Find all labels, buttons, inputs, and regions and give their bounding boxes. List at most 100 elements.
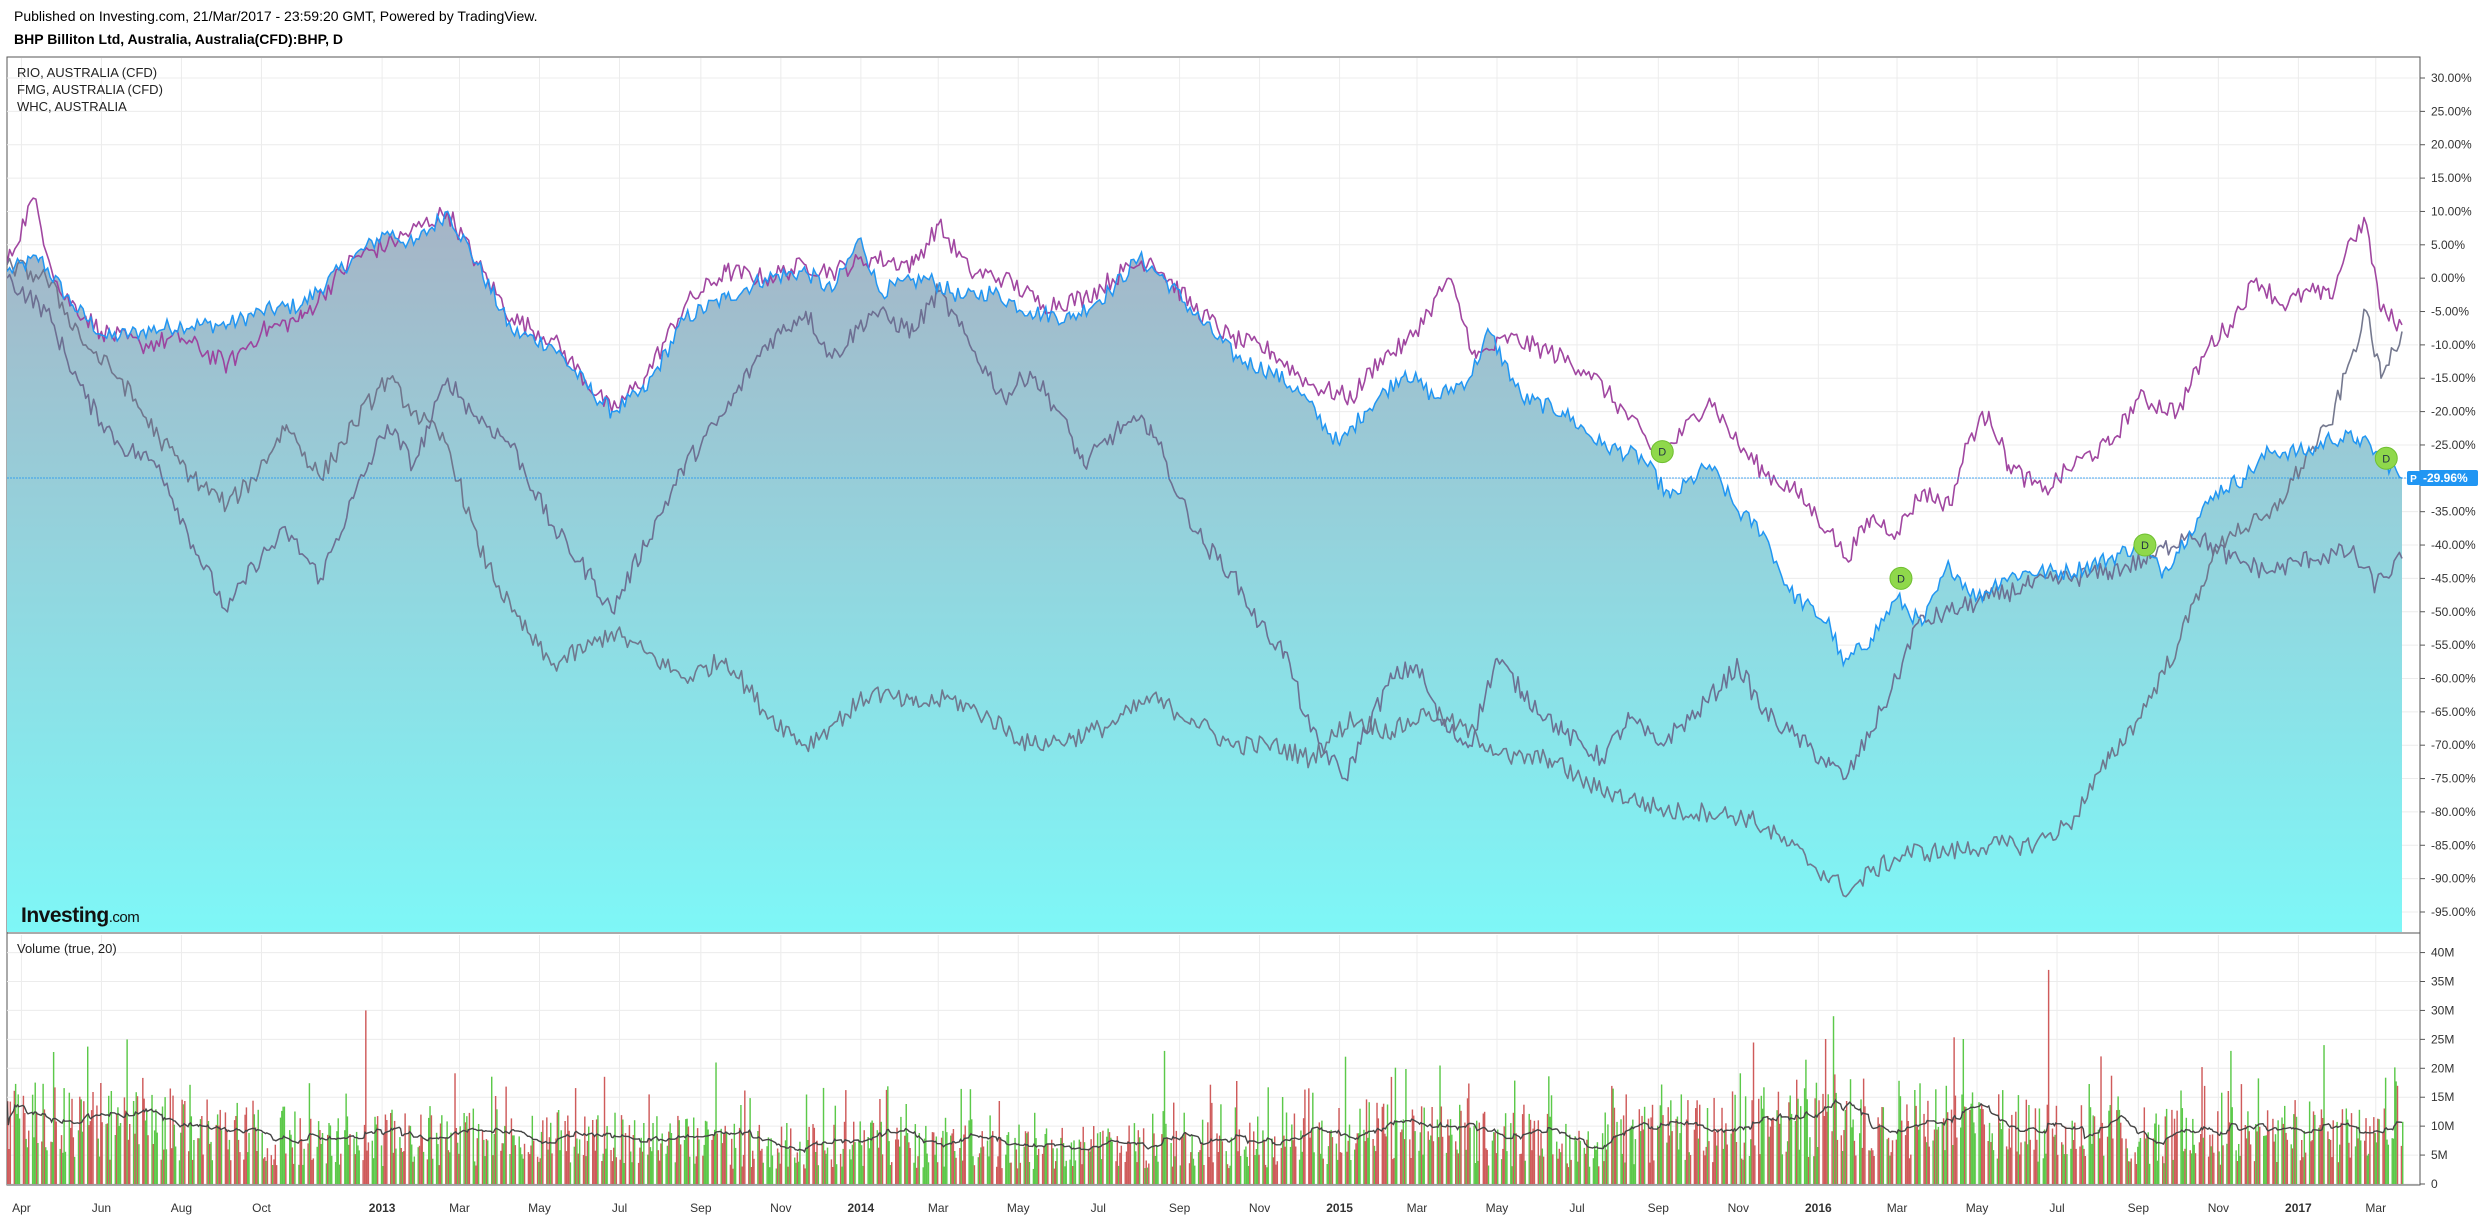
volume-bar (1327, 1146, 1330, 1184)
volume-bar (1089, 1151, 1091, 1184)
volume-bar (1785, 1151, 1787, 1184)
volume-bar (1308, 1088, 1310, 1184)
volume-bar (2202, 1137, 2205, 1184)
volume-bar (853, 1121, 855, 1184)
volume-bar (152, 1144, 155, 1184)
volume-bar (2000, 1129, 2003, 1184)
volume-bar (273, 1159, 275, 1184)
volume-bar (1521, 1114, 1524, 1184)
volume-bar (1789, 1095, 1791, 1184)
volume-bar (63, 1088, 65, 1184)
volume-bar (762, 1162, 764, 1184)
volume-bar (1469, 1127, 1471, 1184)
volume-bar (1162, 1111, 1164, 1184)
volume-bar (1809, 1137, 1811, 1184)
volume-bar (1157, 1161, 1159, 1184)
volume-bar (1318, 1122, 1321, 1184)
volume-bar (2257, 1078, 2260, 1184)
volume-bar (1716, 1145, 1718, 1184)
volume-bar (228, 1139, 231, 1184)
volume-bar (264, 1157, 266, 1184)
volume-bar (1448, 1135, 1450, 1184)
volume-bar (294, 1111, 296, 1184)
volume-bar (2148, 1163, 2151, 1184)
volume-bar (218, 1125, 220, 1184)
fmg-line (7, 273, 2403, 782)
volume-bar (1651, 1104, 1654, 1184)
volume-bar (1302, 1118, 1305, 1184)
volume-bar (767, 1137, 770, 1184)
volume-bar (766, 1146, 768, 1184)
volume-bar (2163, 1163, 2165, 1184)
volume-bar (1384, 1133, 1386, 1184)
volume-bar (1800, 1106, 1802, 1184)
axes: 30.00% 25.00% 20.00% 15.00% 10.00% 5.00% 0.00%… (12, 71, 2478, 1215)
volume-bar (115, 1114, 118, 1184)
volume-bar (619, 1159, 621, 1184)
volume-bar (935, 1136, 938, 1184)
volume-bar (2346, 1119, 2349, 1184)
volume-bar (1845, 1101, 1848, 1184)
volume-bar (1895, 1139, 1898, 1184)
volume-bar (1348, 1124, 1351, 1184)
volume-bar (2329, 1139, 2332, 1184)
x-tick-label: 2016 (1805, 1201, 1832, 1215)
volume-bar (372, 1158, 375, 1184)
volume-bar (1173, 1102, 1175, 1184)
volume-bar (171, 1148, 173, 1184)
volume-bar (193, 1140, 195, 1184)
volume-bar (1546, 1113, 1549, 1184)
volume-bar (2213, 1152, 2215, 1184)
volume-bar (220, 1130, 223, 1184)
volume-bar (1319, 1153, 1322, 1184)
volume-bar (1849, 1079, 1852, 1184)
volume-bar (578, 1139, 581, 1184)
volume-bar (18, 1118, 21, 1184)
volume-bar (1625, 1094, 1627, 1184)
volume-bar (2125, 1138, 2127, 1184)
volume-bar (943, 1166, 945, 1184)
y-tick-label: -5.00% (2431, 305, 2469, 319)
volume-bar (1436, 1119, 1439, 1184)
volume-bar (1423, 1107, 1425, 1184)
volume-bar (1855, 1155, 1857, 1184)
volume-bar (2116, 1110, 2118, 1184)
volume-bar (826, 1147, 829, 1184)
volume-bar (1148, 1163, 1150, 1184)
volume-bar (877, 1147, 880, 1184)
volume-bar (1280, 1147, 1283, 1184)
volume-bar (2184, 1148, 2186, 1184)
volume-bar (132, 1101, 135, 1184)
volume-bar (513, 1135, 515, 1184)
volume-bar (1283, 1135, 1285, 1184)
volume-bar (500, 1150, 502, 1184)
volume-bar (1096, 1133, 1099, 1184)
volume-bar (484, 1156, 486, 1184)
volume-bar (441, 1115, 443, 1184)
volume-bar (1739, 1073, 1742, 1184)
volume-bar (1449, 1119, 1452, 1184)
volume-bar (871, 1120, 873, 1184)
volume-bar (22, 1095, 25, 1184)
volume-bar (163, 1149, 165, 1184)
volume-bar (2360, 1140, 2362, 1184)
volume-bar (279, 1117, 282, 1184)
volume-bar (1263, 1139, 1265, 1184)
volume-bar (2377, 1118, 2379, 1184)
volume-bar (1689, 1155, 1692, 1184)
volume-bar (1246, 1156, 1248, 1184)
volume-bar (1329, 1131, 1331, 1184)
volume-bar (854, 1142, 856, 1184)
volume-bar (1641, 1115, 1643, 1184)
volume-bar (548, 1137, 551, 1184)
volume-bar (1347, 1140, 1349, 1184)
volume-bar (647, 1154, 649, 1184)
volume-bar (35, 1112, 38, 1184)
volume-bar (1065, 1160, 1067, 1184)
volume-bar (986, 1140, 989, 1184)
volume-bar (62, 1152, 64, 1184)
volume-bar (940, 1137, 943, 1184)
volume-bar (2046, 1104, 2049, 1184)
volume-bar (1638, 1109, 1641, 1184)
